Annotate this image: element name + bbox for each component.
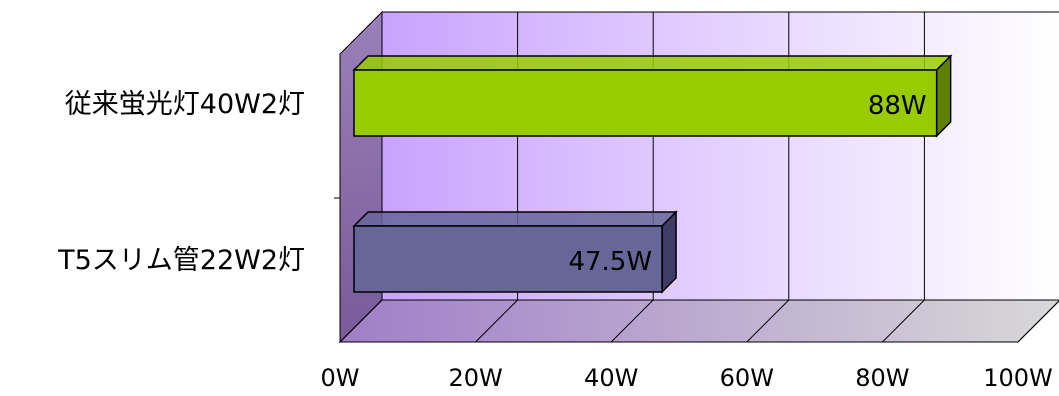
bar-top-face xyxy=(352,55,953,71)
gridline-floor xyxy=(339,299,383,343)
x-tick-label: 80W xyxy=(855,364,909,392)
data-label: 47.5W xyxy=(568,247,652,277)
labels-group: 0W 20W 40W 60W 80W 100W 88W 従来蛍光灯40W2灯 47.5W T5スリ… xyxy=(57,89,1053,392)
bar-side-face xyxy=(935,54,952,138)
x-tick-label: 60W xyxy=(720,364,774,392)
bars-group xyxy=(352,54,953,294)
category-label: T5スリム管22W2灯 xyxy=(57,245,305,276)
x-tick-label: 0W xyxy=(321,364,360,392)
x-tick-label: 20W xyxy=(448,364,502,392)
bar-2 xyxy=(352,210,678,294)
bar-1 xyxy=(352,54,953,138)
gridline-floor xyxy=(1017,300,1059,343)
floor xyxy=(338,299,1059,343)
gridline-floor xyxy=(610,299,654,343)
gridline-floor xyxy=(475,299,518,343)
bar-top-face xyxy=(352,211,678,227)
gridline-floor xyxy=(882,299,925,343)
bar-front-face xyxy=(353,225,663,293)
gridline-floor xyxy=(746,299,790,343)
x-tick-label: 40W xyxy=(584,364,638,392)
bar-front-face xyxy=(353,69,938,137)
x-tick-label: 100W xyxy=(983,364,1053,392)
category-label: 従来蛍光灯40W2灯 xyxy=(65,89,305,120)
bar-side-face xyxy=(661,210,677,294)
data-label: 88W xyxy=(868,91,927,121)
